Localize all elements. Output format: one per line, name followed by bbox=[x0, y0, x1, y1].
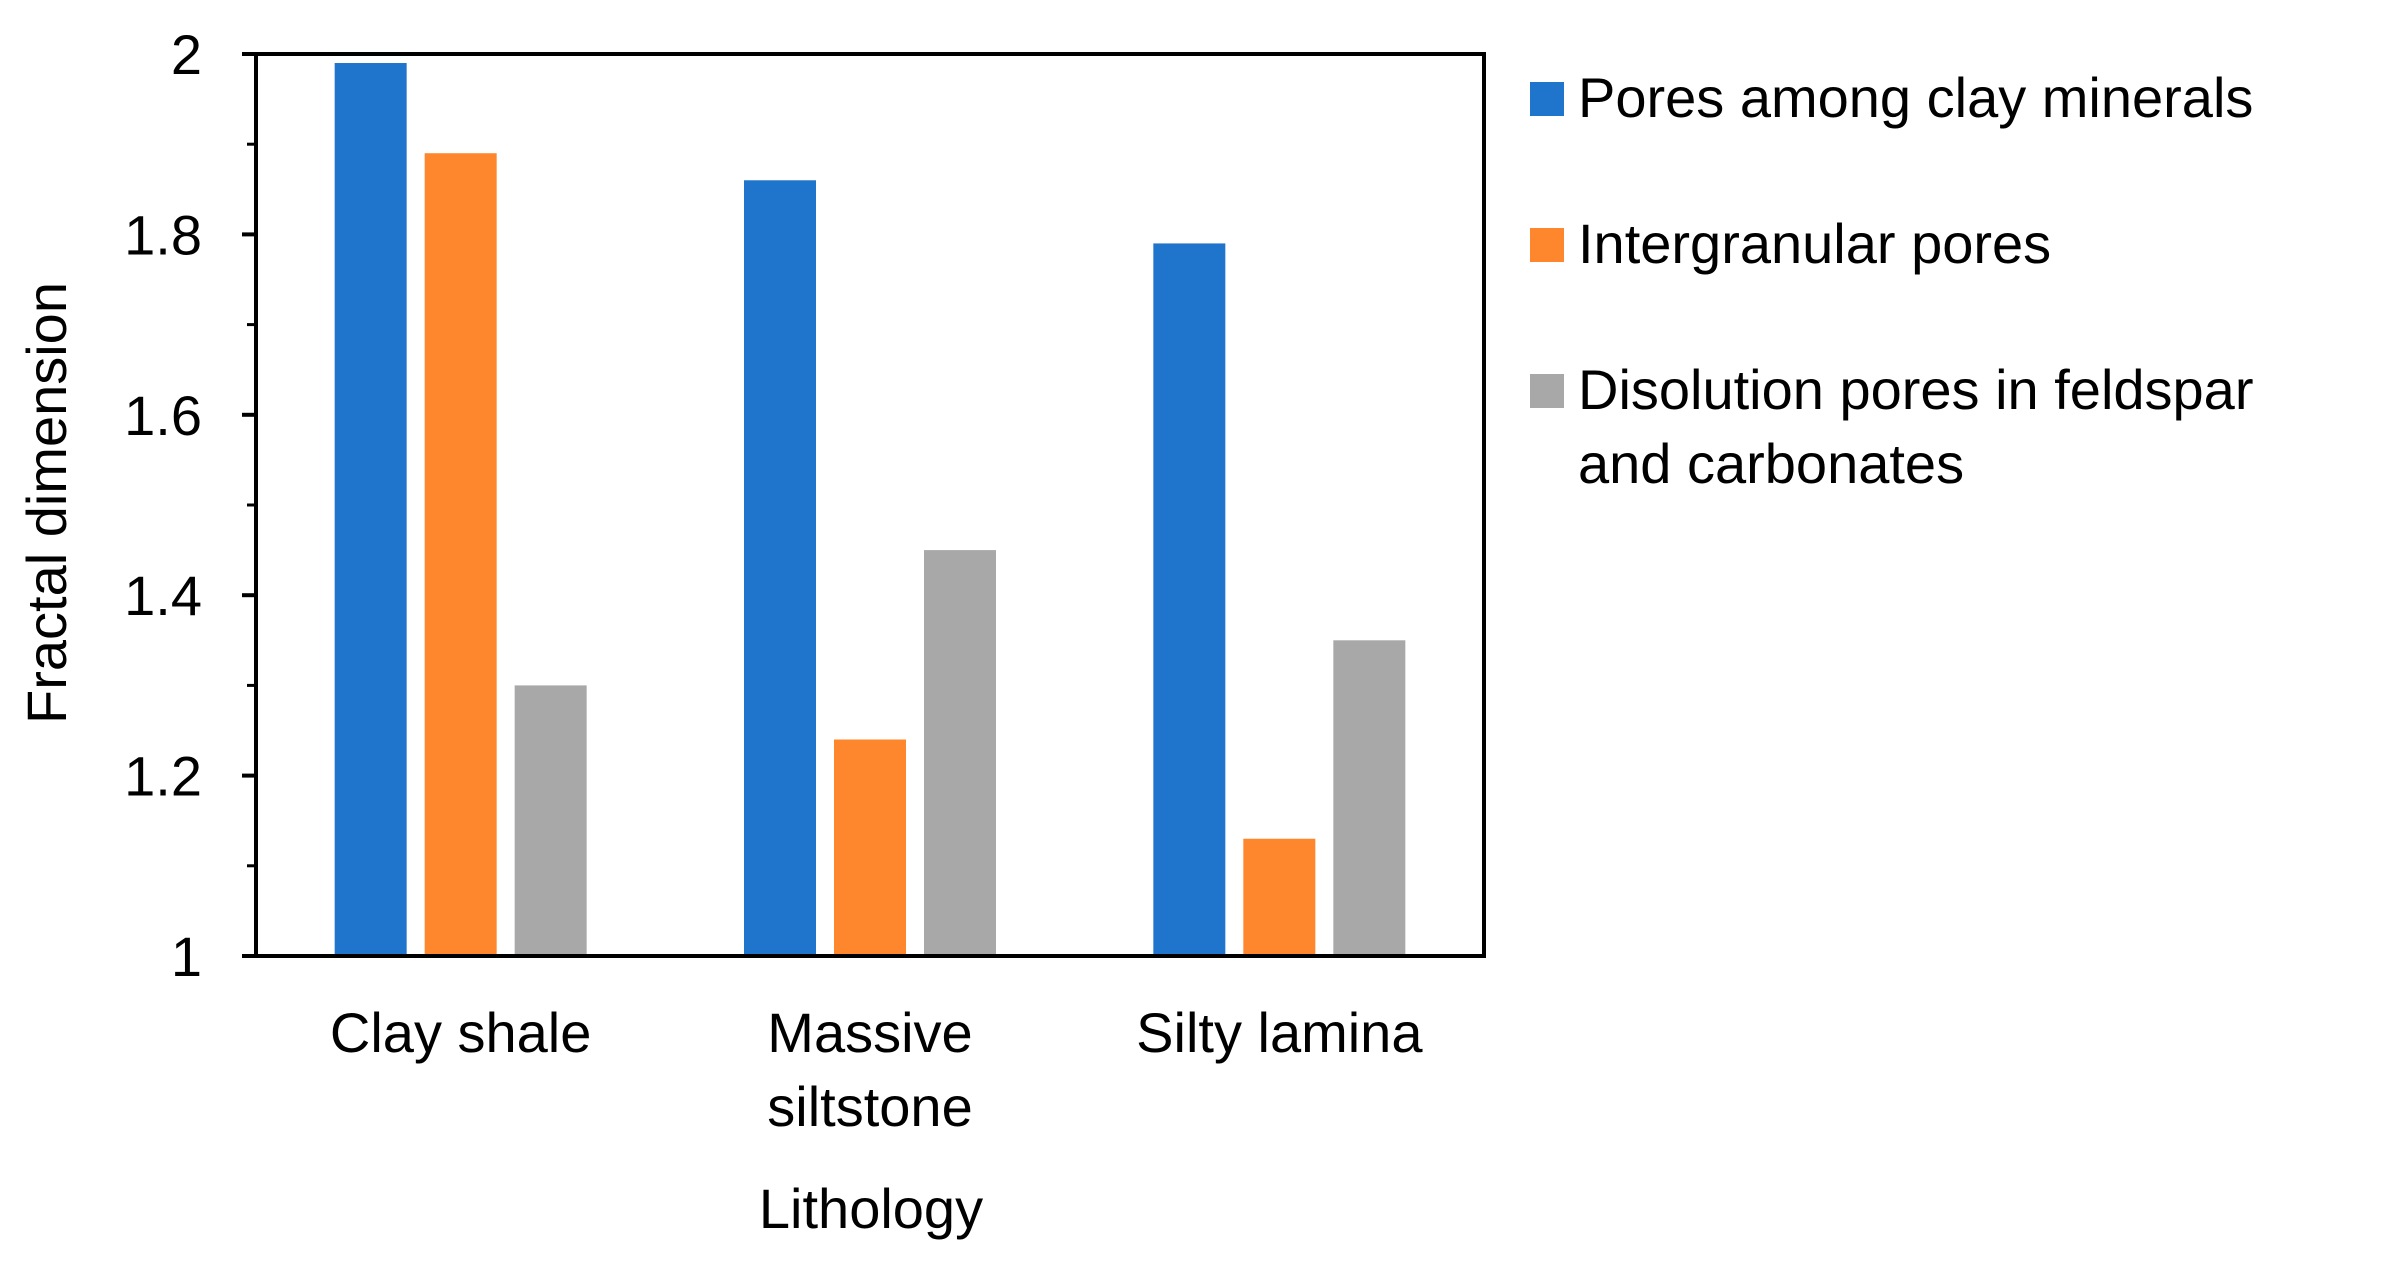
y-ticks-group: 1 1.2 1.4 1.6 1.8 2 bbox=[124, 23, 256, 988]
bar-3-1 bbox=[514, 685, 587, 956]
bar-3-2 bbox=[924, 550, 996, 956]
legend: Pores among clay minerals Intergranular p… bbox=[1530, 66, 2253, 495]
x-tick-label: Silty lamina bbox=[1136, 1001, 1423, 1064]
legend-swatch-1 bbox=[1530, 82, 1564, 116]
legend-label-3: Disolution pores in feldspar bbox=[1578, 358, 2253, 421]
bar-2-2 bbox=[834, 739, 906, 956]
bar-3-3 bbox=[1333, 640, 1406, 956]
y-tick-label: 1.8 bbox=[124, 203, 202, 266]
x-tick-label: siltstone bbox=[767, 1075, 972, 1138]
bars-group bbox=[334, 63, 1406, 957]
y-axis-label: Fractal dimension bbox=[15, 282, 78, 724]
bar-1-2 bbox=[744, 180, 816, 956]
bar-1-3 bbox=[1153, 243, 1226, 957]
y-tick-label: 1.4 bbox=[124, 564, 202, 627]
x-tick-label: Massive bbox=[767, 1001, 972, 1064]
y-tick-label: 1 bbox=[171, 925, 202, 988]
bar-2-3 bbox=[1243, 838, 1316, 956]
bar-1-1 bbox=[334, 63, 407, 956]
legend-label-1: Pores among clay minerals bbox=[1578, 66, 2253, 129]
y-tick-label: 1.6 bbox=[124, 384, 202, 447]
legend-label-3: and carbonates bbox=[1578, 432, 1964, 495]
bar-2-1 bbox=[424, 153, 497, 957]
legend-swatch-3 bbox=[1530, 374, 1564, 408]
y-tick-label: 1.2 bbox=[124, 745, 202, 808]
legend-label-2: Intergranular pores bbox=[1578, 212, 2051, 275]
x-categories-group: Clay shale Massive siltstone Silty lamina bbox=[330, 1001, 1423, 1138]
y-tick-label: 2 bbox=[171, 23, 202, 86]
x-tick-label: Clay shale bbox=[330, 1001, 591, 1064]
x-axis-label: Lithology bbox=[759, 1177, 983, 1240]
legend-swatch-2 bbox=[1530, 228, 1564, 262]
